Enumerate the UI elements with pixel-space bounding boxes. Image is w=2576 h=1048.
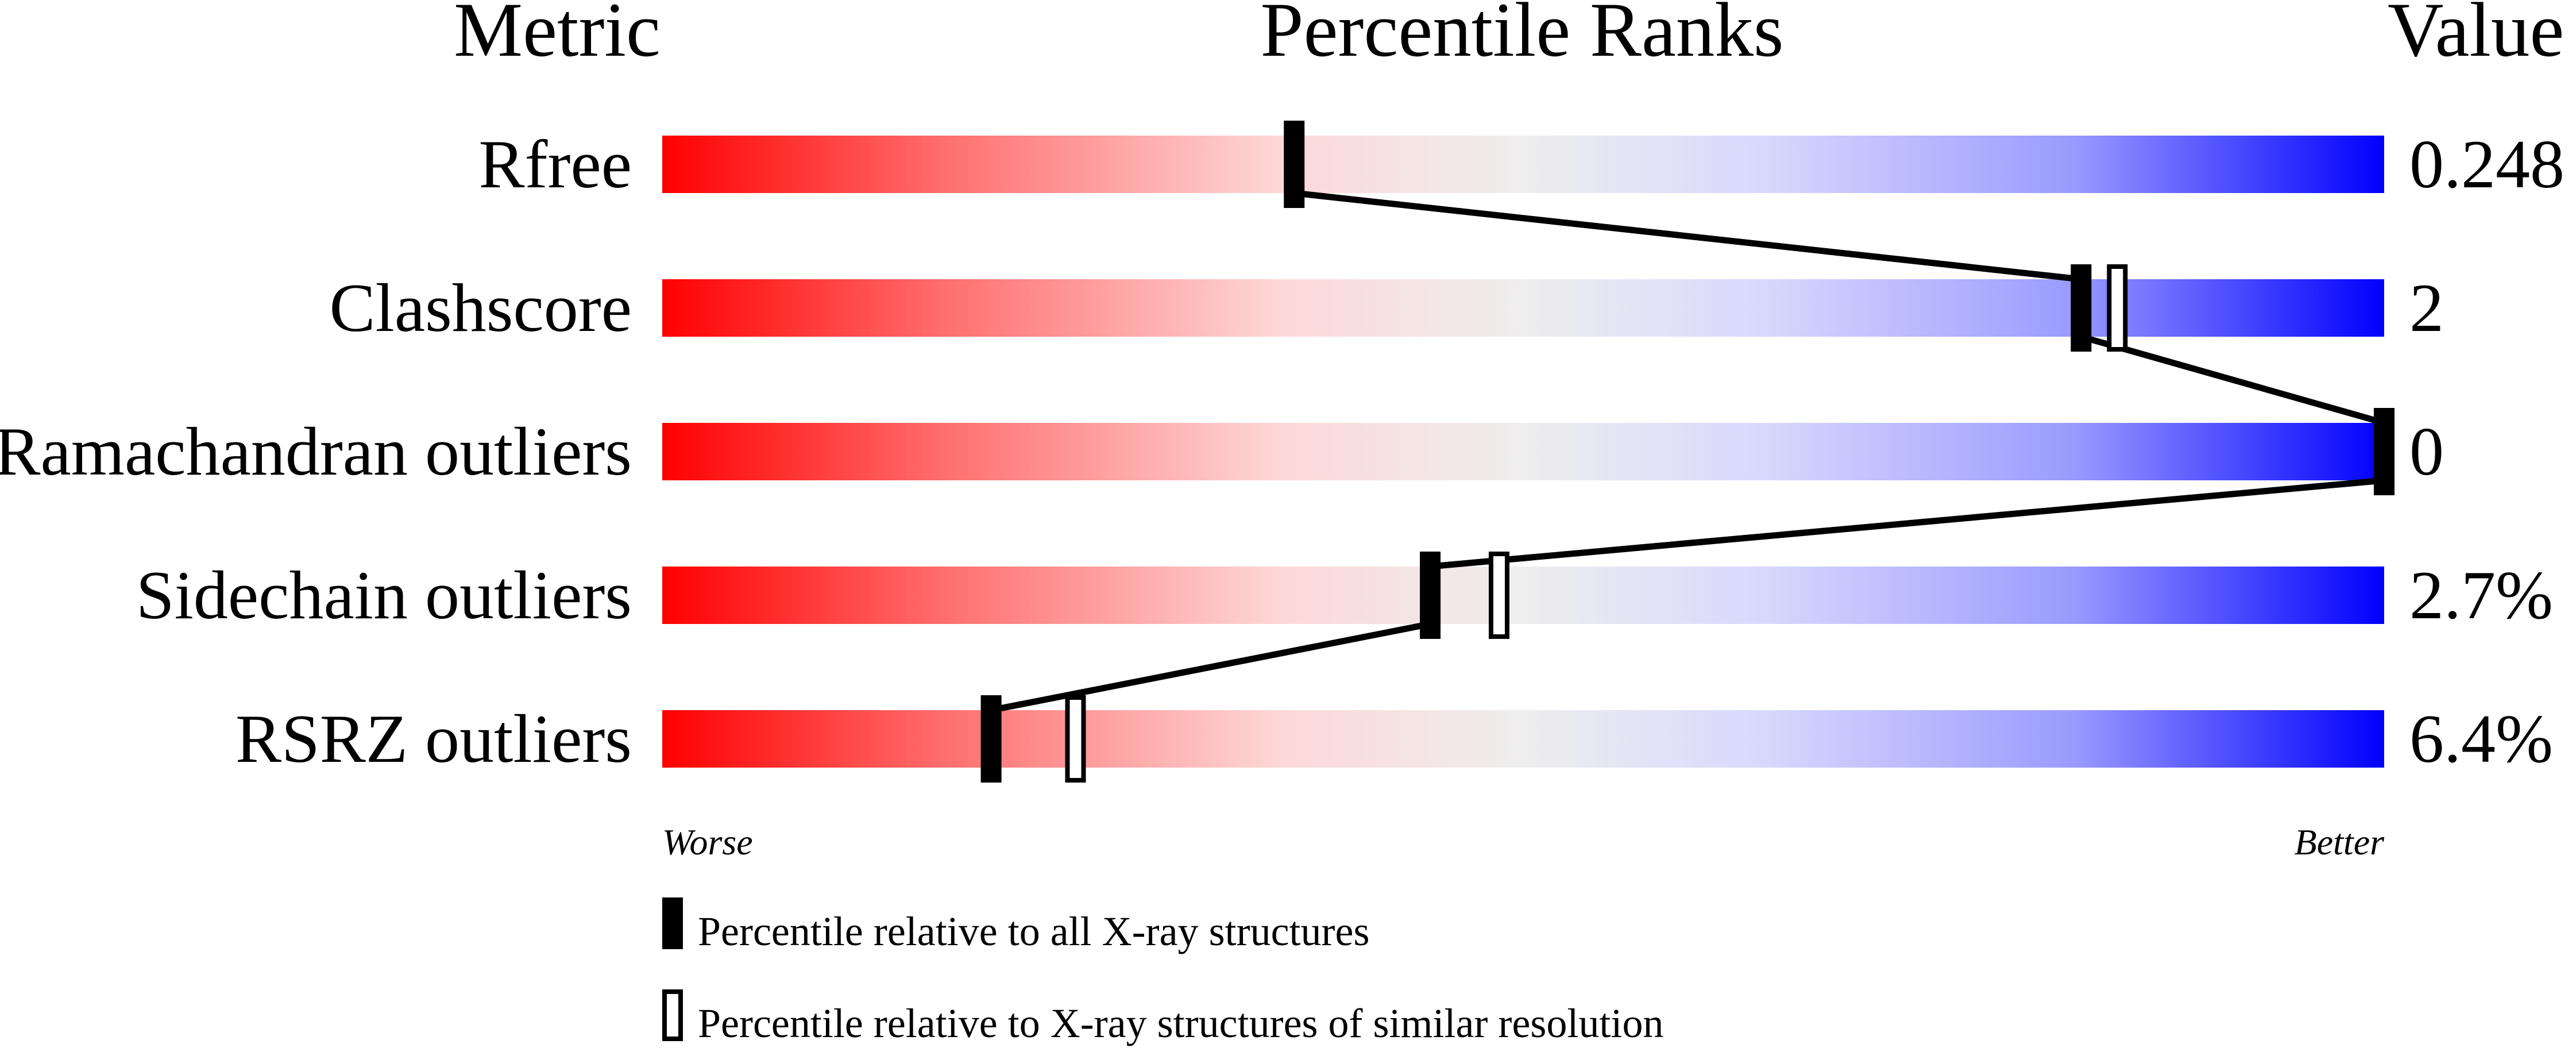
metric-label: Rfree — [479, 126, 632, 202]
header-percentile: Percentile Ranks — [1261, 0, 1784, 73]
marker-similar-resolution — [1489, 552, 1510, 639]
percentile-bar — [662, 567, 2384, 624]
metric-label: Ramachandran outliers — [0, 413, 632, 490]
better-label: Better — [2295, 822, 2385, 862]
percentile-bar — [662, 710, 2384, 768]
marker-all-structures — [2374, 408, 2395, 495]
value-label: 0.248 — [2409, 126, 2565, 202]
metric-label: Sidechain outliers — [136, 557, 632, 633]
marker-all-structures — [980, 695, 1002, 783]
value-label: 2.7% — [2409, 557, 2553, 633]
connector-line — [1430, 477, 2385, 570]
percentile-bar — [662, 279, 2384, 337]
worse-label: Worse — [662, 822, 753, 862]
header-value: Value — [2388, 0, 2564, 73]
marker-all-structures — [1284, 121, 1305, 208]
percentile-bar — [662, 423, 2384, 480]
legend-filled-marker — [662, 897, 683, 949]
marker-similar-resolution — [2107, 264, 2128, 352]
value-label: 2 — [2409, 269, 2444, 346]
connector-line — [1293, 190, 2081, 283]
value-label: 0 — [2409, 413, 2444, 490]
metric-label: Clashscore — [329, 269, 632, 346]
header-metric: Metric — [454, 0, 661, 73]
connector-line — [2080, 333, 2385, 426]
value-label: 6.4% — [2409, 700, 2553, 777]
marker-similar-resolution — [1065, 695, 1086, 783]
legend-all-label: Percentile relative to all X-ray structu… — [698, 908, 1370, 954]
marker-all-structures — [2071, 264, 2092, 352]
percentile-bar — [662, 136, 2384, 193]
legend-open-marker — [662, 989, 683, 1041]
marker-all-structures — [1420, 552, 1441, 639]
legend-similar-label: Percentile relative to X-ray structures … — [698, 1000, 1663, 1046]
metric-label: RSRZ outliers — [235, 700, 632, 777]
connector-line — [990, 621, 1431, 714]
